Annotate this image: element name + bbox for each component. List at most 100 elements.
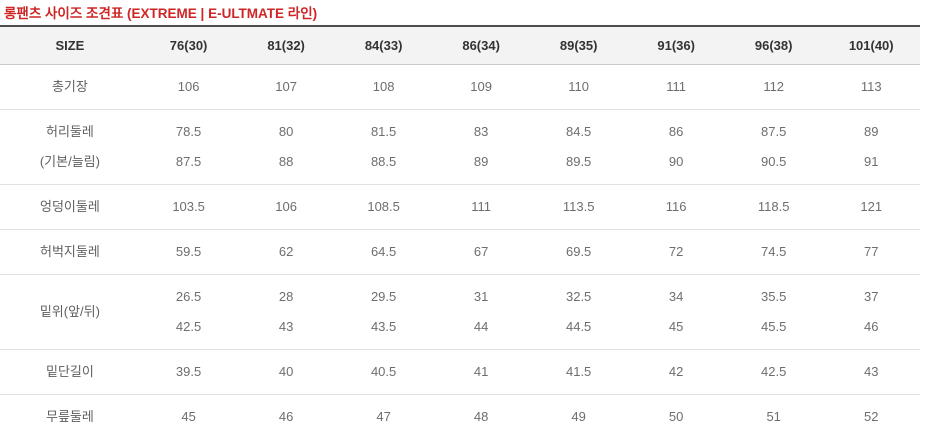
size-table-body: 총기장 106 107 108 109 110 111 112 113 허리둘레 (기본/늘림) 78… xyxy=(0,64,920,426)
header-cell: 84(33) xyxy=(334,26,433,65)
value-line: 42.5 xyxy=(175,319,202,334)
value-line: 110 xyxy=(568,79,590,94)
value-line: 112 xyxy=(763,79,785,94)
value-line: 103.5 xyxy=(172,199,205,214)
value-cell: 107 xyxy=(237,64,335,110)
value-cell: 109 xyxy=(432,64,530,110)
value-line: 44.5 xyxy=(565,319,592,334)
value-cell: 87.5 90.5 xyxy=(724,109,823,185)
value-cell: 26.5 42.5 xyxy=(139,274,238,350)
row-label: 밑단길이 xyxy=(0,349,140,395)
value-cell: 111 xyxy=(432,184,530,230)
value-line: 44 xyxy=(473,319,489,334)
value-line: 35.5 xyxy=(761,289,787,304)
header-cell: 96(38) xyxy=(724,26,823,65)
table-row: 총기장 106 107 108 109 110 111 112 113 xyxy=(0,64,920,110)
header-cell: 89(35) xyxy=(529,26,628,65)
table-row: 밑위(앞/뒤) 26.5 42.5 28 43 29.5 43.5 31 44 32.5 44.5 3… xyxy=(0,274,920,350)
header-cell-size: SIZE xyxy=(0,26,140,65)
value-cell: 51 xyxy=(725,395,823,426)
value-line: 116 xyxy=(665,199,687,214)
value-line: 64.5 xyxy=(370,244,397,259)
value-cell: 40 xyxy=(237,349,335,395)
value-line: 80 xyxy=(278,124,294,139)
value-cell: 34 45 xyxy=(627,274,725,350)
value-line: 40.5 xyxy=(370,364,397,379)
value-line: 41 xyxy=(473,364,489,379)
value-line: 47 xyxy=(376,409,391,424)
value-line: 46 xyxy=(863,319,879,334)
value-cell: 42.5 xyxy=(724,349,823,395)
value-line: 49 xyxy=(571,409,586,424)
table-row: 무릎둘레 45 46 47 48 49 50 51 52 xyxy=(0,395,920,426)
value-line: 67 xyxy=(473,244,489,259)
row-label-line: 무릎둘레 xyxy=(45,409,94,424)
value-cell: 121 xyxy=(822,184,920,230)
value-cell: 80 88 xyxy=(237,109,335,185)
row-label-line: 밑위(앞/뒤) xyxy=(39,304,100,319)
value-line: 41.5 xyxy=(565,364,592,379)
value-cell: 103.5 xyxy=(139,184,238,230)
value-line: 87.5 xyxy=(761,124,787,139)
value-line: 31 xyxy=(473,289,489,304)
value-line: 45 xyxy=(181,409,196,424)
value-line: 111 xyxy=(471,199,492,214)
value-cell: 62 xyxy=(237,229,335,275)
value-cell: 81.5 88.5 xyxy=(334,109,433,185)
value-line: 118.5 xyxy=(757,199,790,214)
value-line: 26.5 xyxy=(175,289,202,304)
value-cell: 116 xyxy=(627,184,725,230)
value-cell: 106 xyxy=(139,64,238,110)
value-cell: 108.5 xyxy=(334,184,433,230)
table-row: 허리둘레 (기본/늘림) 78.5 87.5 80 88 81.5 88.5 83 89 84.5 8… xyxy=(0,109,920,185)
value-line: 91 xyxy=(863,154,879,169)
value-line: 89 xyxy=(473,154,489,169)
value-cell: 74.5 xyxy=(724,229,823,275)
value-cell: 49 xyxy=(530,395,628,426)
value-line: 32.5 xyxy=(565,289,592,304)
value-line: 83 xyxy=(473,124,489,139)
value-line: 39.5 xyxy=(175,364,202,379)
value-line: 72 xyxy=(668,244,684,259)
value-line: 45.5 xyxy=(761,319,787,334)
value-line: 46 xyxy=(278,409,294,424)
row-label-line: 허리둘레 xyxy=(45,124,94,139)
value-cell: 35.5 45.5 xyxy=(724,274,823,350)
value-cell: 113 xyxy=(822,64,920,110)
value-line: 43 xyxy=(863,364,879,379)
table-row: 밑단길이 39.5 40 40.5 41 41.5 42 42.5 43 xyxy=(0,349,920,395)
value-line: 62 xyxy=(278,244,294,259)
value-cell: 47 xyxy=(335,395,433,426)
value-cell: 86 90 xyxy=(627,109,725,185)
header-cell: 81(32) xyxy=(237,26,335,65)
value-cell: 112 xyxy=(724,64,823,110)
row-label: 밑위(앞/뒤) xyxy=(0,274,140,350)
value-cell: 43 xyxy=(822,349,920,395)
value-line: 106 xyxy=(275,199,297,214)
value-cell: 31 44 xyxy=(432,274,530,350)
value-line: 51 xyxy=(766,409,781,424)
row-label-line: 총기장 xyxy=(51,79,88,94)
value-cell: 118.5 xyxy=(724,184,823,230)
value-line: 81.5 xyxy=(370,124,397,139)
value-cell: 40.5 xyxy=(334,349,433,395)
value-line: 34 xyxy=(668,289,684,304)
value-cell: 28 43 xyxy=(237,274,335,350)
header-cell: 91(36) xyxy=(627,26,725,65)
value-line: 108.5 xyxy=(367,199,400,214)
value-line: 89.5 xyxy=(565,154,592,169)
value-line: 74.5 xyxy=(761,244,787,259)
value-cell: 67 xyxy=(432,229,530,275)
value-cell: 45 xyxy=(140,395,238,426)
value-cell: 59.5 xyxy=(139,229,238,275)
value-cell: 64.5 xyxy=(334,229,433,275)
value-line: 89 xyxy=(863,124,879,139)
value-line: 121 xyxy=(860,199,883,214)
row-label: 무릎둘레 xyxy=(0,395,140,426)
header-cell: 86(34) xyxy=(432,26,530,65)
value-line: 29.5 xyxy=(370,289,397,304)
value-cell: 77 xyxy=(822,229,920,275)
value-line: 106 xyxy=(177,79,200,94)
value-line: 37 xyxy=(863,289,879,304)
value-line: 42.5 xyxy=(761,364,787,379)
